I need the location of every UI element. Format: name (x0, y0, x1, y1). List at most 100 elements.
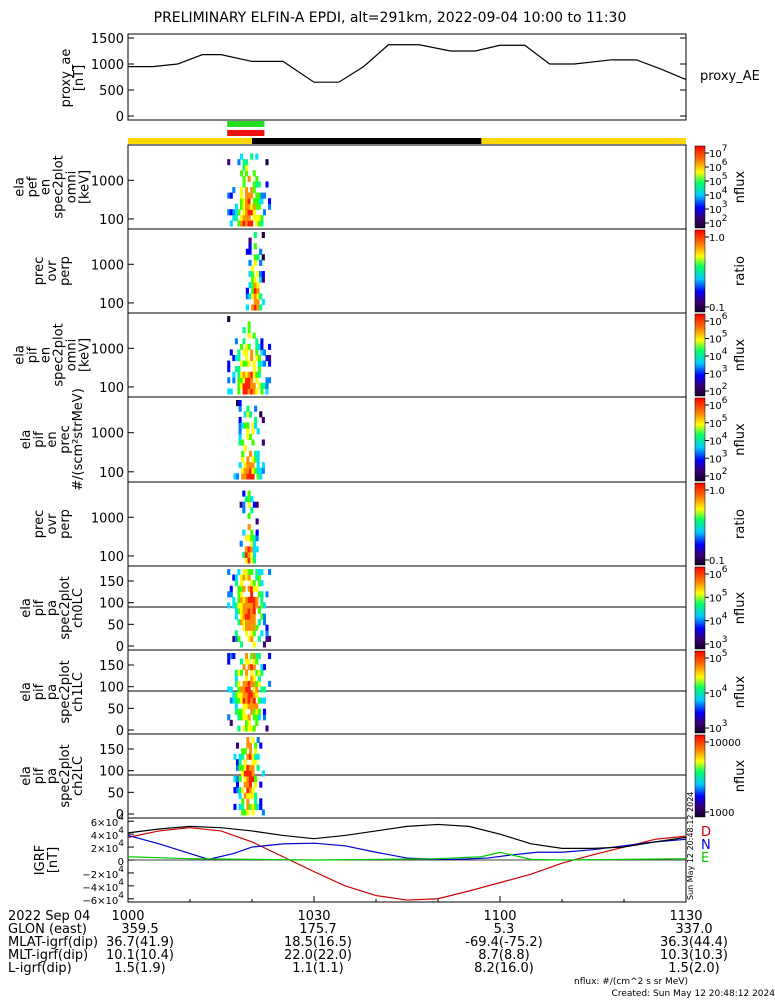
panel-frame (127, 228, 687, 314)
spectrogram-cell (244, 535, 249, 542)
spectrogram-cell (255, 624, 259, 631)
spectrogram-cell (229, 192, 233, 199)
spectrogram-cell (245, 382, 249, 389)
spectrogram-cell (250, 377, 254, 384)
spectrogram-cell (237, 349, 241, 356)
spectrogram-cell (256, 298, 260, 305)
spectrogram-cell (252, 714, 256, 721)
spectrogram-cell (259, 276, 263, 283)
spectrogram-cell (235, 787, 240, 794)
spectrogram-cell (260, 602, 264, 609)
colorbar-tick-label: 105 (709, 414, 727, 430)
spectrogram-cell (246, 433, 250, 440)
spectrogram-cell (259, 781, 263, 788)
spectrogram-cell (255, 338, 259, 345)
spectrogram-cell (256, 764, 260, 771)
spectrogram-cell (268, 198, 272, 205)
spectrogram-cell (247, 371, 251, 378)
spectrogram-cell (239, 198, 244, 205)
spectrogram-cell (250, 569, 254, 576)
spectrogram-cell (237, 686, 241, 693)
spectrogram-cell (248, 293, 252, 300)
spectrogram-cell (250, 608, 254, 615)
spectrogram-cell (245, 608, 249, 615)
orbit-row-label: MLAT-igrf(dip) (8, 935, 98, 950)
spectrogram-cell (253, 282, 257, 289)
spectrogram-cell (255, 153, 259, 160)
spectrogram-cell (246, 456, 250, 463)
spectrogram-cell (250, 388, 254, 395)
spectrogram-cell (234, 608, 238, 615)
spectrogram-cell (242, 338, 246, 345)
spectrogram-cell (246, 462, 250, 469)
spectrogram-cell (254, 798, 258, 805)
spectrogram-cell (238, 439, 242, 446)
colorbar-tick-label: 106 (709, 158, 728, 174)
y-tick-label: 1000 (91, 174, 124, 189)
spectrogram-cell (232, 187, 236, 194)
y-axis-label: elapifenprec#/(scm²strMeV) (19, 388, 86, 491)
spectrogram-cell (265, 159, 269, 166)
y-tick-label: 1000 (91, 427, 124, 442)
spectrogram-panel-ela_pif_en_spec2plot_omni: 1000100elapifenspec2plotomni[keV]1061051… (13, 312, 749, 398)
colorbar (694, 734, 706, 818)
spectrogram-cell (245, 675, 249, 682)
spectrogram-cell (262, 697, 266, 704)
spectrogram-cell (262, 602, 266, 609)
spectrogram-cell (227, 658, 231, 665)
spectrogram-panel-ela_pif_pa_spec2plot_ch1LC: 150 100 50 0 elapifpaspec2plotch1LC 105 104 103… (19, 649, 748, 739)
spectrogram-cell (256, 450, 260, 457)
spectrogram-cell (237, 714, 241, 721)
spectrogram-cell (246, 787, 250, 794)
orbit-row-value: 1.5(1.9) (114, 961, 166, 976)
spectrogram-cell (234, 214, 238, 221)
spectrogram-cell (242, 490, 246, 497)
spectrogram-cell (247, 719, 251, 726)
spectrogram-cell (261, 416, 265, 424)
spectrogram-cell (253, 293, 257, 300)
spectrogram-cell (241, 770, 245, 777)
spectrogram-cell (250, 355, 254, 362)
spectrogram-cell (248, 450, 252, 457)
spectrogram-cell (256, 753, 260, 760)
spectrogram-cell (251, 428, 255, 435)
spectrogram-cell (238, 416, 242, 424)
spectrogram-cell (247, 608, 251, 615)
spectrogram-cell (257, 635, 261, 642)
spectrogram-cell (239, 585, 244, 592)
spectrogram-cell (254, 776, 258, 783)
spectrogram-cell (247, 664, 251, 671)
colorbar-tick-label: 1000 (709, 808, 734, 819)
spectrogram-cell (255, 377, 259, 384)
spectrogram-cell (250, 209, 254, 216)
spectrogram-cell (257, 569, 261, 576)
orbit-row-value: -69.4(-75.2) (465, 935, 542, 950)
spectrogram-cell (251, 271, 255, 278)
spectrogram-cell (252, 501, 257, 508)
spectrogram-cell (237, 697, 241, 704)
created-note: Created: Sun May 12 20:48:12 2024 (612, 989, 775, 999)
panel-frame (127, 33, 687, 121)
colorbar-tick-label: 104 (709, 612, 728, 628)
time-axis: 2022 Sep 04 1000 1030 1100 1130 GLON (east)… (8, 896, 728, 976)
spectrogram-cell (232, 214, 236, 221)
panel-frame (127, 481, 687, 567)
spectrogram-cell (252, 366, 256, 373)
spectrogram-cell (248, 411, 252, 418)
spectrogram-cell (252, 535, 257, 542)
y-tick-label: 0 (116, 724, 124, 739)
spectrogram-cell (237, 377, 241, 384)
spectrogram-cell (255, 680, 259, 687)
spectrogram-cell (247, 703, 251, 710)
spectrogram-cell (232, 692, 236, 699)
spectrogram-cell (247, 524, 251, 531)
orbit-row-value: 36.3(44.4) (660, 935, 728, 950)
spectrogram-cell (239, 692, 244, 699)
spectrogram-cell (256, 293, 260, 300)
colorbar-label: ratio (733, 256, 748, 286)
colorbar-tick-label: 104 (709, 432, 728, 448)
spectrogram-cell (234, 574, 238, 581)
spectrogram-cell (241, 809, 245, 816)
spectrogram-cell (250, 540, 254, 547)
spectrogram-cell (262, 714, 266, 721)
